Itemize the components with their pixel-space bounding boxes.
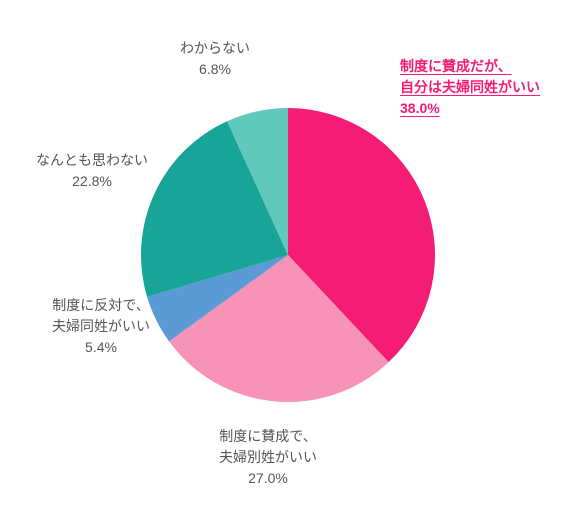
slice-label-line: 6.8% xyxy=(180,59,250,80)
slice-label-s3: 制度に反対で、夫婦同姓がいい5.4% xyxy=(52,295,150,358)
slice-label-line: 自分は夫婦同姓がいい xyxy=(400,77,540,98)
slice-label-line: 22.8% xyxy=(36,171,148,192)
slice-label-line: 5.4% xyxy=(52,337,150,358)
slice-label-s5: わからない6.8% xyxy=(180,38,250,80)
slice-label-line: 夫婦同姓がいい xyxy=(52,316,150,337)
slice-label-line: 38.0% xyxy=(400,98,540,119)
pie-chart: 制度に賛成だが、自分は夫婦同姓がいい38.0% 制度に賛成で、夫婦別姓がいい27.… xyxy=(0,0,582,513)
slice-label-line: 夫婦別姓がいい xyxy=(219,447,317,468)
slice-label-s1: 制度に賛成だが、自分は夫婦同姓がいい38.0% xyxy=(400,56,540,119)
slice-label-line: 制度に反対で、 xyxy=(52,295,150,316)
slice-label-line: 27.0% xyxy=(219,468,317,489)
slice-label-line: なんとも思わない xyxy=(36,150,148,171)
slice-label-line: わからない xyxy=(180,38,250,59)
slice-label-line: 制度に賛成で、 xyxy=(219,426,317,447)
slice-label-line: 制度に賛成だが、 xyxy=(400,56,540,77)
slice-label-s4: なんとも思わない22.8% xyxy=(36,150,148,192)
slice-label-s2: 制度に賛成で、夫婦別姓がいい27.0% xyxy=(219,426,317,489)
